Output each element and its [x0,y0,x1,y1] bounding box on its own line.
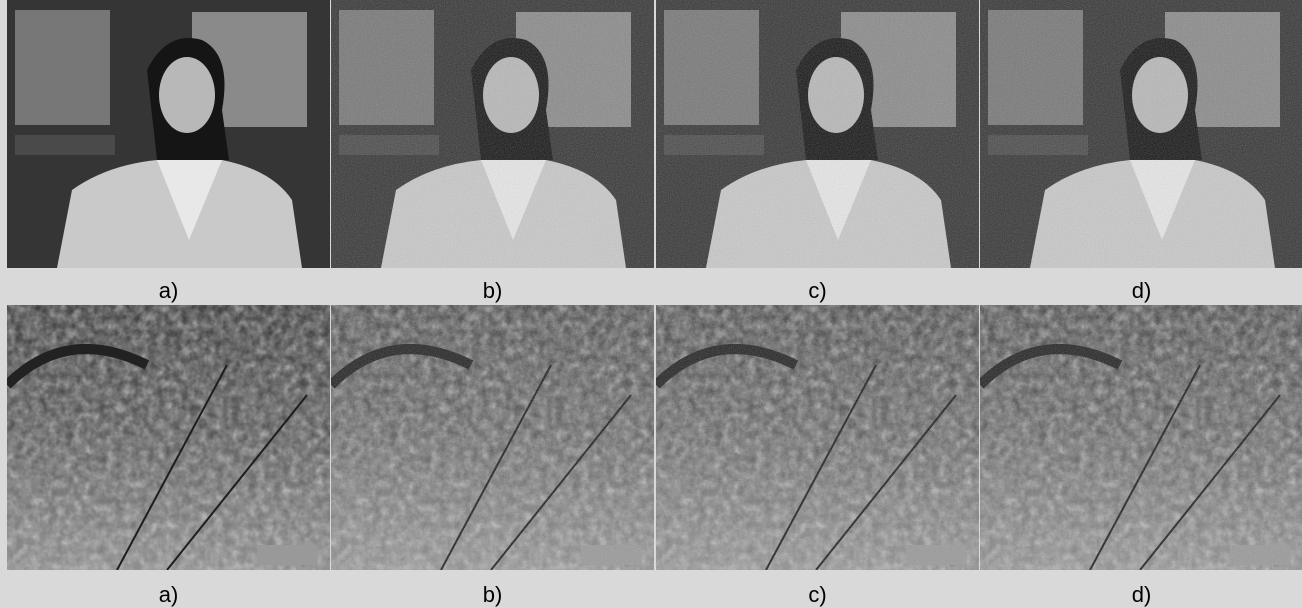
caption: d) [1131,582,1152,607]
image-panel [331,305,654,570]
image-panel [331,0,654,268]
image-panel [980,0,1302,268]
caption: a) [158,582,179,607]
image-panel [7,305,330,570]
caption: b) [482,582,503,607]
caption: c) [808,582,827,607]
caption: a) [158,278,179,303]
caption: d) [1131,278,1152,303]
caption: c) [808,278,827,303]
image-panel [7,0,330,268]
image-panel [656,305,979,570]
image-panel [656,0,979,268]
image-panel [980,305,1302,570]
caption: b) [482,278,503,303]
